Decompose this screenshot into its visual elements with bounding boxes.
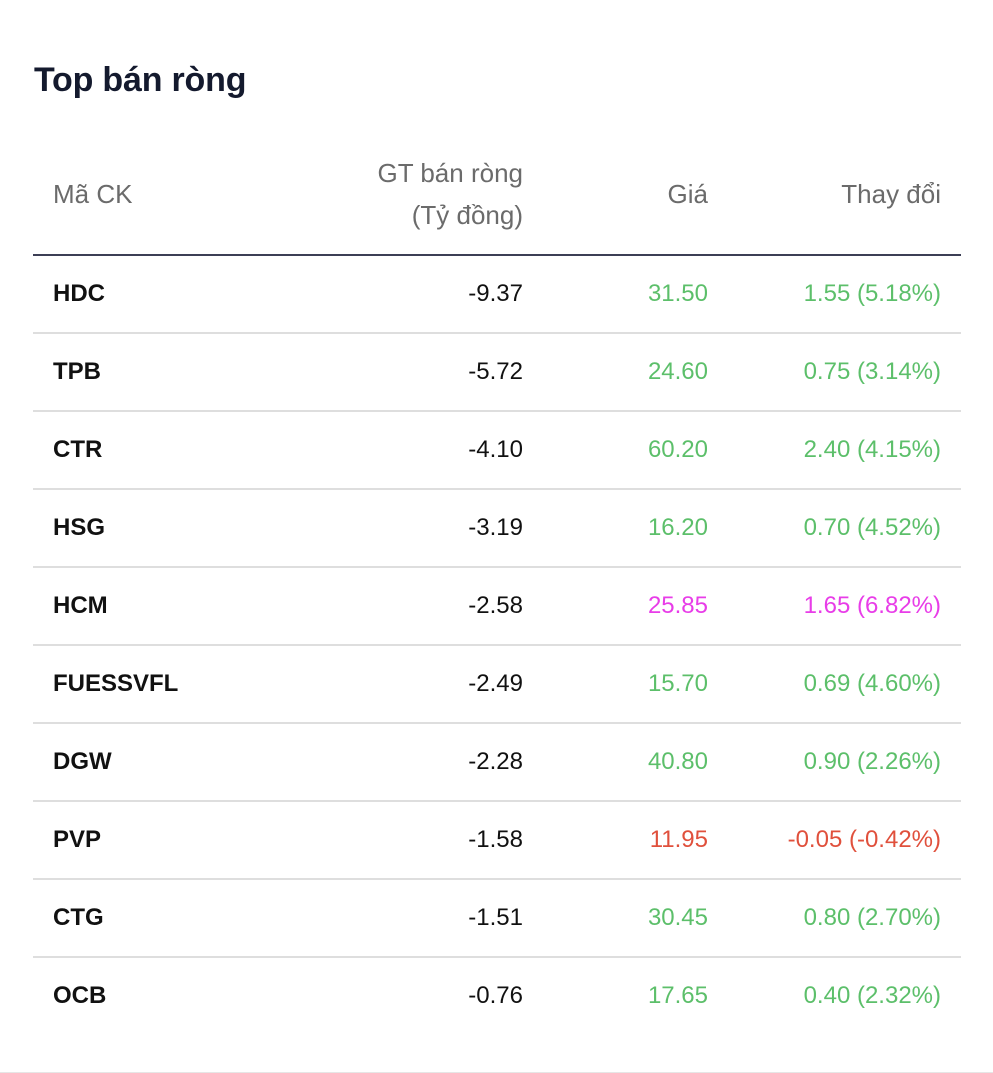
price-change: 0.70 (4.52%) (803, 514, 941, 541)
table-row[interactable]: CTR -4.10 60.20 2.40 (4.15%) (33, 412, 961, 490)
header-price[interactable]: Giá (667, 179, 708, 209)
table-row[interactable]: HSG -3.19 16.20 0.70 (4.52%) (33, 490, 961, 568)
price-change: 0.75 (3.14%) (803, 358, 941, 385)
price: 31.50 (647, 280, 708, 307)
net-sell-value: -3.19 (468, 514, 523, 541)
net-sell-value: -2.28 (468, 748, 523, 775)
table-row[interactable]: CTG -1.51 30.45 0.80 (2.70%) (33, 880, 961, 958)
table-row[interactable]: HDC -9.37 31.50 1.55 (5.18%) (33, 256, 961, 334)
price: 40.80 (647, 748, 708, 775)
price: 30.45 (647, 904, 708, 931)
net-sell-value: -0.76 (468, 982, 523, 1009)
table-header: Mã CK GT bán ròng (Tỷ đồng) Giá Thay đổi (33, 140, 961, 256)
stock-code[interactable]: DGW (53, 748, 112, 775)
price-change: 0.80 (2.70%) (803, 904, 941, 931)
table-row[interactable]: DGW -2.28 40.80 0.90 (2.26%) (33, 724, 961, 802)
table-row[interactable]: PVP -1.58 11.95 -0.05 (-0.42%) (33, 802, 961, 880)
price-change: 1.65 (6.82%) (803, 592, 941, 619)
header-net-sell-value-unit: (Tỷ đồng) (411, 200, 523, 230)
net-sell-value: -2.58 (468, 592, 523, 619)
header-change[interactable]: Thay đổi (841, 179, 941, 209)
stock-code[interactable]: PVP (53, 826, 102, 853)
net-sell-value: -2.49 (468, 670, 523, 697)
net-sell-value: -1.58 (468, 826, 523, 853)
price-change: 1.55 (5.18%) (803, 280, 941, 307)
price-change: 0.69 (4.60%) (803, 670, 941, 697)
price: 11.95 (649, 826, 708, 853)
net-sell-value: -9.37 (468, 280, 523, 307)
table-row[interactable]: FUESSVFL -2.49 15.70 0.69 (4.60%) (33, 646, 961, 724)
price: 16.20 (647, 514, 708, 541)
net-sell-value: -1.51 (468, 904, 523, 931)
price: 25.85 (647, 592, 708, 619)
table-row[interactable]: OCB -0.76 17.65 0.40 (2.32%) (33, 958, 961, 1036)
stock-code[interactable]: CTG (53, 904, 104, 931)
header-net-sell-value[interactable]: GT bán ròng (Tỷ đồng) (377, 152, 523, 236)
price: 24.60 (647, 358, 708, 385)
table-body: HDC -9.37 31.50 1.55 (5.18%) TPB -5.72 2… (33, 256, 961, 1036)
price-change: 0.90 (2.26%) (803, 748, 941, 775)
header-net-sell-value-line1: GT bán ròng (377, 158, 523, 188)
price-change: 2.40 (4.15%) (803, 436, 941, 463)
table-row[interactable]: TPB -5.72 24.60 0.75 (3.14%) (33, 334, 961, 412)
price-change: -0.05 (-0.42%) (787, 826, 941, 853)
stock-code[interactable]: FUESSVFL (53, 670, 179, 697)
stock-code[interactable]: HDC (53, 280, 105, 307)
price: 17.65 (647, 982, 708, 1009)
net-sell-value: -4.10 (468, 436, 523, 463)
header-code[interactable]: Mã CK (53, 179, 133, 209)
stock-code[interactable]: OCB (53, 982, 107, 1009)
net-sell-table: Mã CK GT bán ròng (Tỷ đồng) Giá Thay đổi… (33, 140, 961, 1036)
price-change: 0.40 (2.32%) (803, 982, 941, 1009)
price: 60.20 (647, 436, 708, 463)
stock-code[interactable]: TPB (53, 358, 101, 385)
stock-code[interactable]: HSG (53, 514, 106, 541)
net-sell-value: -5.72 (468, 358, 523, 385)
price: 15.70 (647, 670, 708, 697)
stock-code[interactable]: CTR (53, 436, 103, 463)
table-row[interactable]: HCM -2.58 25.85 1.65 (6.82%) (33, 568, 961, 646)
widget-title: Top bán ròng (34, 61, 247, 99)
stock-code[interactable]: HCM (53, 592, 108, 619)
